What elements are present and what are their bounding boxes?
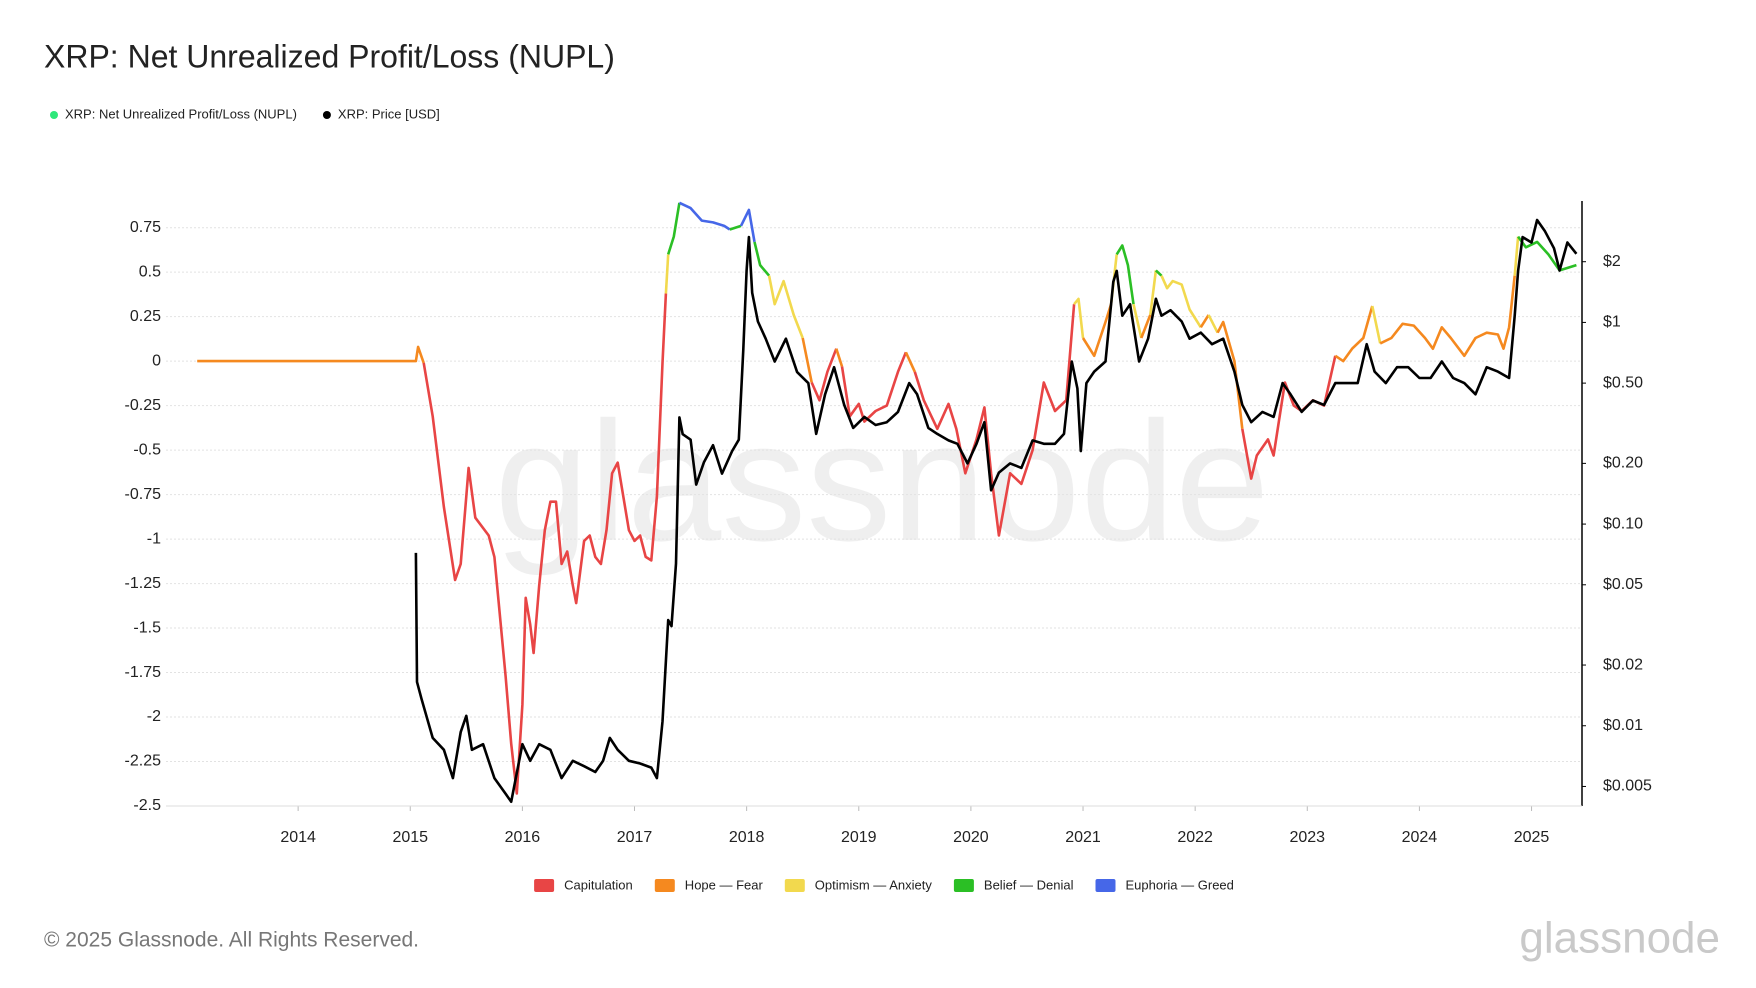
nupl-line — [1155, 269, 1163, 277]
x-tick-label: 2024 — [1402, 829, 1438, 846]
y-tick-label: -2.5 — [133, 797, 161, 814]
price-line — [414, 218, 1578, 803]
y2-tick-label: $0.005 — [1603, 778, 1652, 795]
nupl-line — [1199, 314, 1210, 328]
zone-legend-item: Capitulation — [534, 877, 633, 892]
nupl-line — [753, 241, 771, 277]
y2-tick-label: $0.50 — [1603, 374, 1643, 391]
zone-legend-item: Belief — Denial — [953, 877, 1074, 892]
y2-tick-label: $0.02 — [1603, 656, 1643, 673]
nupl-line — [1334, 305, 1374, 363]
zone-legend-item: Euphoria — Greed — [1095, 877, 1234, 892]
x-tick-label: 2019 — [841, 829, 877, 846]
nupl-line — [810, 348, 838, 402]
zone-label: Euphoria — Greed — [1126, 877, 1234, 892]
nupl-line — [913, 304, 1076, 537]
x-tick-label: 2020 — [953, 829, 989, 846]
zone-swatch — [784, 879, 805, 892]
nupl-line — [801, 337, 813, 383]
nupl-line — [1073, 297, 1085, 339]
zone-label: Capitulation — [564, 877, 633, 892]
nupl-line — [1207, 314, 1219, 334]
zone-swatch — [1095, 879, 1116, 892]
y-tick-label: -1.5 — [133, 619, 161, 636]
y-tick-label: -0.25 — [125, 397, 162, 414]
nupl-line — [1513, 236, 1520, 276]
x-tick-label: 2021 — [1065, 829, 1101, 846]
watermark: glassnode — [494, 387, 1269, 577]
x-tick-label: 2014 — [280, 829, 316, 846]
x-tick-label: 2017 — [617, 829, 653, 846]
y-tick-label: -2.25 — [125, 753, 162, 770]
nupl-line — [729, 224, 742, 231]
zone-label: Hope — Fear — [685, 877, 764, 892]
zone-legend-item: Optimism — Anxiety — [784, 877, 933, 892]
y2-tick-label: $0.01 — [1603, 717, 1643, 734]
nupl-line — [664, 254, 670, 294]
y-tick-label: -1.75 — [125, 664, 162, 681]
zone-legend-item: Hope — Fear — [654, 877, 764, 892]
legend-label: XRP: Price [USD] — [338, 106, 440, 121]
nupl-line — [1081, 303, 1113, 358]
nupl-line — [678, 201, 731, 231]
y-tick-label: 0 — [152, 352, 161, 369]
x-tick-label: 2023 — [1289, 829, 1325, 846]
y-tick-label: -0.5 — [133, 441, 161, 458]
nupl-line — [1517, 235, 1577, 272]
x-tick-label: 2022 — [1177, 829, 1213, 846]
nupl-line — [904, 351, 916, 373]
nupl-line — [835, 348, 844, 367]
zone-label: Belief — Denial — [984, 877, 1074, 892]
footer: © 2025 Glassnode. All Rights Reserved. — [44, 929, 419, 952]
y2-tick-label: $0.10 — [1603, 515, 1643, 532]
zone-swatch — [654, 879, 675, 892]
logo: glassnode — [1519, 914, 1720, 963]
nupl-line — [1160, 275, 1202, 328]
legend-label: XRP: Net Unrealized Profit/Loss (NUPL) — [65, 106, 297, 121]
x-tick-label: 2018 — [729, 829, 765, 846]
chart-title: XRP: Net Unrealized Profit/Loss (NUPL) — [44, 38, 615, 74]
y-tick-label: 0.25 — [130, 308, 161, 325]
y2-tick-label: $0.20 — [1603, 455, 1643, 472]
nupl-line — [1149, 270, 1158, 316]
nupl-line — [840, 351, 908, 423]
y2-tick-label: $1 — [1603, 314, 1621, 331]
nupl-line — [666, 202, 681, 255]
y-tick-label: -0.75 — [125, 486, 162, 503]
y-tick-label: -1.25 — [125, 575, 162, 592]
x-tick-label: 2016 — [505, 829, 541, 846]
nupl-line — [1379, 275, 1516, 358]
nupl-line — [1115, 244, 1135, 305]
y-tick-label: -2 — [147, 708, 161, 725]
zone-swatch — [953, 879, 974, 892]
x-tick-label: 2015 — [392, 829, 428, 846]
y2-tick-label: $0.05 — [1603, 576, 1643, 593]
nupl-line — [197, 345, 425, 364]
nupl-line — [1140, 314, 1152, 339]
y-tick-label: 0.5 — [139, 263, 161, 280]
nupl-line — [422, 293, 668, 795]
nupl-line — [1371, 305, 1382, 344]
y2-tick-label: $2 — [1603, 253, 1621, 270]
nupl-line — [767, 275, 804, 339]
y-tick-label: -1 — [147, 530, 161, 547]
nupl-line — [1132, 303, 1143, 339]
nupl-line — [739, 208, 756, 243]
legend-marker — [322, 111, 331, 119]
x-tick-label: 2025 — [1514, 829, 1550, 846]
nupl-line — [1216, 320, 1244, 429]
zone-label: Optimism — Anxiety — [815, 877, 933, 892]
y-tick-label: 0.75 — [130, 219, 161, 236]
zone-swatch — [534, 879, 555, 892]
legend-marker — [50, 111, 58, 119]
